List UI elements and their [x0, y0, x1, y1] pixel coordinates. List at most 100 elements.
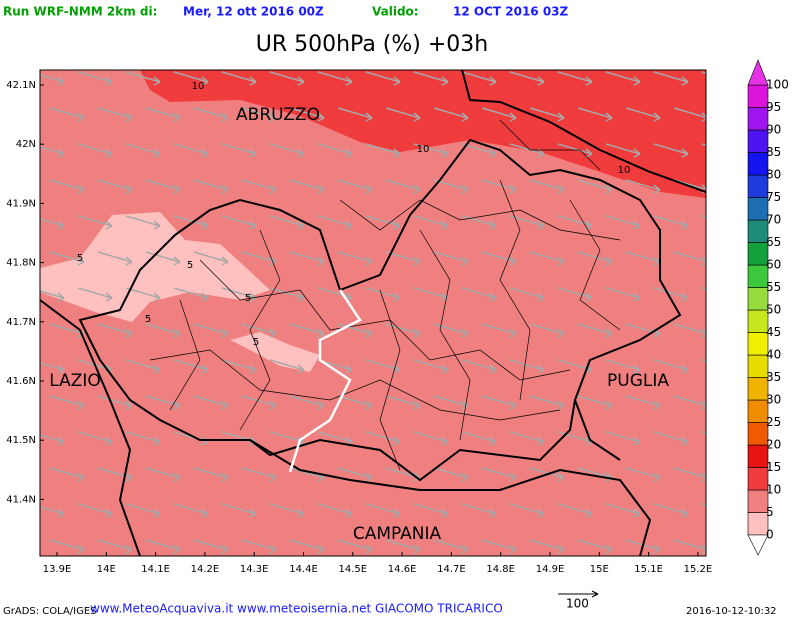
wind-arrow	[673, 251, 706, 266]
wind-arrow	[241, 539, 277, 554]
colorbar-box	[747, 219, 769, 243]
wind-arrow	[461, 143, 497, 158]
colorbar-box	[747, 377, 769, 401]
wind-arrow	[221, 71, 257, 86]
colorbar-box	[747, 287, 769, 311]
wind-arrow	[289, 179, 325, 194]
colorbar-label: 50	[766, 303, 781, 317]
lon-label: 14.4E	[289, 564, 318, 575]
wind-arrow	[241, 467, 277, 482]
wind-arrow	[413, 431, 449, 446]
wind-arrow	[701, 215, 706, 218]
wind-arrow	[49, 467, 85, 482]
wind-arrow	[529, 251, 565, 266]
wind-arrow	[673, 539, 706, 554]
wind-arrow	[653, 143, 689, 158]
field-15-20	[140, 70, 706, 198]
wind-arrow	[509, 215, 545, 230]
wind-arrow	[289, 107, 325, 122]
wind-arrow	[125, 359, 161, 374]
wind-arrow	[221, 143, 257, 158]
lon-label: 14.6E	[388, 564, 417, 575]
run-label: Run WRF-NMM 2km di:	[3, 5, 157, 19]
wind-arrow	[433, 539, 469, 554]
colorbar-label: 80	[766, 168, 781, 182]
wind-arrow	[433, 395, 469, 410]
wind-arrow	[605, 143, 641, 158]
wind-arrow	[337, 395, 373, 410]
wind-arrow	[317, 503, 353, 518]
wind-arrow	[173, 71, 209, 86]
colorbar-box	[747, 444, 769, 468]
colorbar-box	[747, 512, 769, 536]
contour-label: 5	[77, 253, 83, 264]
colorbar-box	[747, 197, 769, 221]
wind-arrow	[673, 467, 706, 482]
colorbar-box	[747, 309, 769, 333]
wind-arrow	[529, 179, 565, 194]
lon-label: 14.7E	[437, 564, 466, 575]
lon-label: 15.1E	[634, 564, 663, 575]
region-label: CAMPANIA	[353, 524, 442, 544]
colorbar-label: 60	[766, 258, 781, 272]
wind-arrow	[529, 467, 565, 482]
wind-arrow	[433, 467, 469, 482]
wind-arrow	[625, 395, 661, 410]
wind-arrow	[653, 359, 689, 374]
wind-arrow	[673, 395, 706, 410]
colorbar-box	[747, 152, 769, 176]
province-border	[288, 289, 362, 473]
wind-arrow	[337, 251, 373, 266]
wind-arrow	[722, 540, 756, 553]
contour-label: 10	[192, 81, 205, 92]
wind-arrow	[125, 71, 161, 86]
wind-arrow	[461, 71, 497, 86]
wind-arrow	[337, 107, 373, 122]
wind-arrow	[413, 215, 449, 230]
wind-arrow	[625, 107, 661, 122]
wind-arrow	[529, 539, 565, 554]
wind-arrow	[145, 539, 181, 554]
colorbar-label: 100	[766, 78, 789, 92]
lon-label: 14.5E	[339, 564, 368, 575]
wind-arrow	[49, 179, 85, 194]
wind-arrow	[481, 107, 517, 122]
colorbar-label: 90	[766, 123, 781, 137]
lat-label: 42.1N	[6, 80, 36, 91]
lon-label: 14E	[97, 564, 116, 575]
lon-label: 14.2E	[191, 564, 220, 575]
wind-arrow	[481, 323, 517, 338]
wind-arrow	[97, 539, 133, 554]
lat-label: 41.6N	[6, 376, 36, 387]
wind-arrow	[365, 71, 401, 86]
wind-arrow	[97, 467, 133, 482]
software-credit: GrADS: COLA/IGES	[3, 606, 97, 617]
wind-arrow	[269, 287, 305, 302]
wind-arrow	[269, 215, 305, 230]
colorbar-label: 0	[766, 528, 774, 542]
region-label: PUGLIA	[607, 371, 669, 391]
wind-arrow	[529, 323, 565, 338]
colorbar-label: 10	[766, 483, 781, 497]
municipal-borders	[149, 119, 621, 471]
vector-scale-label: 100	[566, 597, 589, 611]
wind-arrow	[269, 359, 305, 374]
field-5-10	[230, 332, 320, 372]
wind-arrow	[221, 359, 257, 374]
wind-arrow	[97, 107, 133, 122]
wind-arrow	[241, 107, 277, 122]
wind-arrow	[413, 359, 449, 374]
wind-arrow	[40, 362, 65, 374]
wind-arrow	[337, 539, 373, 554]
wind-arrow	[413, 71, 449, 86]
wind-arrow	[193, 107, 229, 122]
colorbar-label: 55	[766, 280, 781, 294]
colorbar-box	[747, 174, 769, 198]
lon-label: 14.9E	[536, 564, 565, 575]
wind-arrow	[481, 539, 517, 554]
wind-arrow	[625, 179, 661, 194]
wind-arrow	[433, 251, 469, 266]
wind-arrow	[461, 431, 497, 446]
wind-arrow	[289, 323, 325, 338]
